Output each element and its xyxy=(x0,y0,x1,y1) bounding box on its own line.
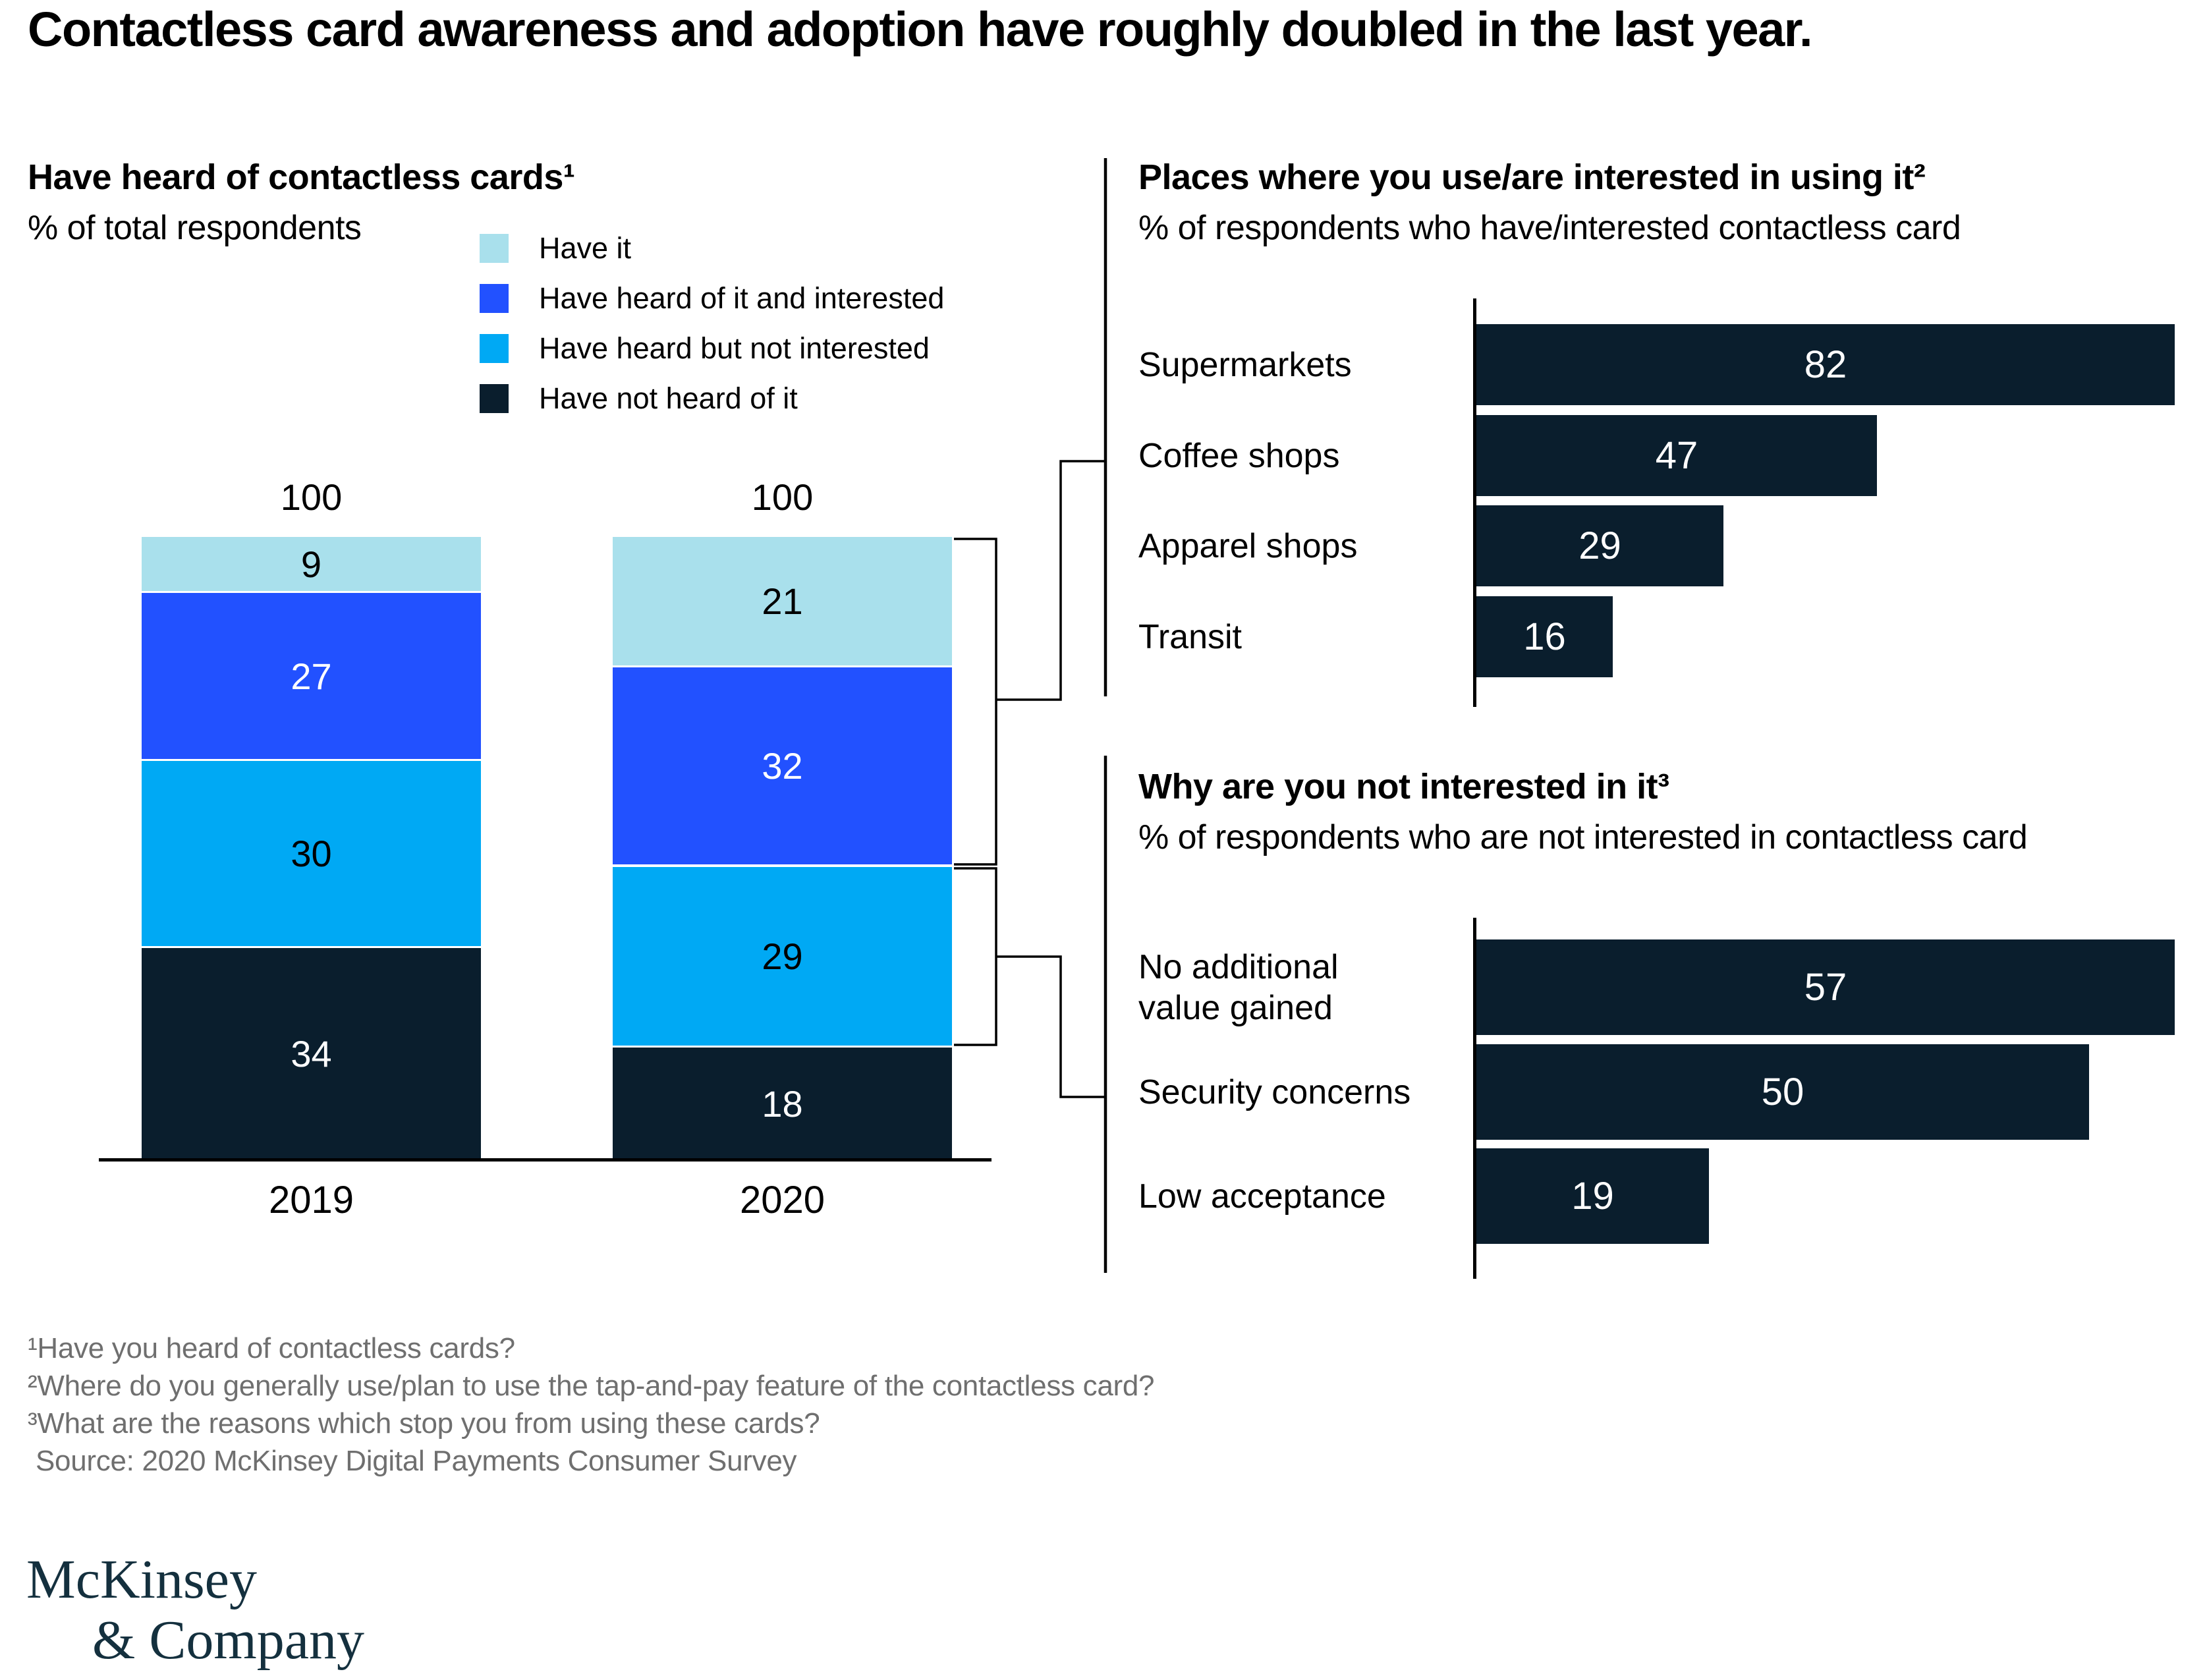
why-chart-title: Why are you not interested in it³ xyxy=(1138,766,2027,807)
bar-total-label: 100 xyxy=(613,476,952,517)
segment-value-label: 21 xyxy=(762,580,802,623)
legend-label: Have heard but not interested xyxy=(539,331,930,366)
footnote-line: ¹Have you heard of contactless cards? xyxy=(28,1330,1154,1367)
segment-value-label: 34 xyxy=(291,1032,331,1075)
segment-value-label: 18 xyxy=(762,1082,802,1125)
footnotes: ¹Have you heard of contactless cards?²Wh… xyxy=(28,1330,1154,1480)
bar: 29 xyxy=(1476,505,1723,586)
bar: 82 xyxy=(1476,324,2175,405)
bar-value-label: 19 xyxy=(1571,1174,1614,1218)
legend-label: Have it xyxy=(539,231,631,266)
legend-swatch xyxy=(480,334,509,363)
places-chart-header: Places where you use/are interested in u… xyxy=(1138,157,1961,248)
legend-item: Have it xyxy=(480,234,944,263)
bar: 50 xyxy=(1476,1044,2089,1140)
footnote-line: ³What are the reasons which stop you fro… xyxy=(28,1405,1154,1442)
bar-value-label: 29 xyxy=(1578,524,1621,568)
bar-value-label: 47 xyxy=(1656,434,1698,478)
bar-category-label: Transit xyxy=(1138,594,1455,680)
why-chart-header: Why are you not interested in it³ % of r… xyxy=(1138,766,2027,857)
bar-category-label: Security concerns xyxy=(1138,1050,1461,1135)
segment-value-label: 30 xyxy=(291,832,331,875)
bar: 57 xyxy=(1476,939,2175,1035)
bar: 47 xyxy=(1476,415,1877,496)
segment-value-label: 32 xyxy=(762,744,802,787)
legend-item: Have heard of it and interested xyxy=(480,284,944,313)
footnote-line: Source: 2020 McKinsey Digital Payments C… xyxy=(28,1442,1154,1480)
mckinsey-logo: McKinsey & Company xyxy=(26,1550,364,1671)
stacked-bar-segment: 30 xyxy=(142,761,481,946)
legend-item: Have not heard of it xyxy=(480,384,944,413)
x-axis-category-label: 2019 xyxy=(142,1178,481,1220)
segment-value-label: 9 xyxy=(301,543,321,586)
places-chart-title: Places where you use/are interested in u… xyxy=(1138,157,1961,198)
stacked-bar-segment: 32 xyxy=(613,667,952,864)
bar-category-label: Apparel shops xyxy=(1138,503,1455,589)
bracket-have-interested xyxy=(954,539,996,864)
x-axis-category-label: 2020 xyxy=(613,1178,952,1220)
bar-value-label: 50 xyxy=(1762,1070,1804,1114)
bar-value-label: 57 xyxy=(1804,965,1847,1009)
bar: 16 xyxy=(1476,596,1613,677)
footnote-line: ²Where do you generally use/plan to use … xyxy=(28,1367,1154,1405)
bar-total-label: 100 xyxy=(142,476,481,517)
bar-category-label: Supermarkets xyxy=(1138,322,1455,408)
stacked-bar-segment: 34 xyxy=(142,948,481,1160)
places-chart-subtitle: % of respondents who have/interested con… xyxy=(1138,208,1961,248)
bracket-not-interested xyxy=(954,868,996,1045)
stacked-bar-segment: 27 xyxy=(142,593,481,759)
bar-category-label: Low acceptance xyxy=(1138,1154,1461,1239)
bar: 19 xyxy=(1476,1148,1709,1244)
bar-value-label: 82 xyxy=(1804,343,1847,387)
legend-item: Have heard but not interested xyxy=(480,334,944,363)
legend-swatch xyxy=(480,284,509,313)
legend-swatch xyxy=(480,234,509,263)
legend-label: Have heard of it and interested xyxy=(539,281,944,316)
stacked-bar-segment: 29 xyxy=(613,867,952,1046)
stacked-bar-segment: 9 xyxy=(142,537,481,591)
logo-line-1: McKinsey xyxy=(26,1550,364,1610)
bar-category-label: No additional value gained xyxy=(1138,945,1461,1030)
legend-swatch xyxy=(480,384,509,413)
exhibit-title: Contactless card awareness and adoption … xyxy=(28,1,1812,57)
legend: Have it Have heard of it and interested Ha… xyxy=(480,234,944,434)
bar-value-label: 16 xyxy=(1523,615,1566,659)
stacked-chart-title: Have heard of contactless cards¹ xyxy=(28,157,574,198)
segment-value-label: 29 xyxy=(762,935,802,978)
segment-value-label: 27 xyxy=(291,655,331,698)
connector-to-places-chart xyxy=(996,461,1104,700)
connector-to-why-chart xyxy=(996,957,1104,1097)
stacked-bar-segment: 21 xyxy=(613,537,952,665)
legend-label: Have not heard of it xyxy=(539,381,798,416)
bar-category-label: Coffee shops xyxy=(1138,413,1455,499)
x-axis-line xyxy=(99,1158,992,1162)
logo-line-2: & Company xyxy=(92,1610,364,1671)
why-chart-subtitle: % of respondents who are not interested … xyxy=(1138,818,2027,857)
stacked-bar-segment: 18 xyxy=(613,1048,952,1160)
